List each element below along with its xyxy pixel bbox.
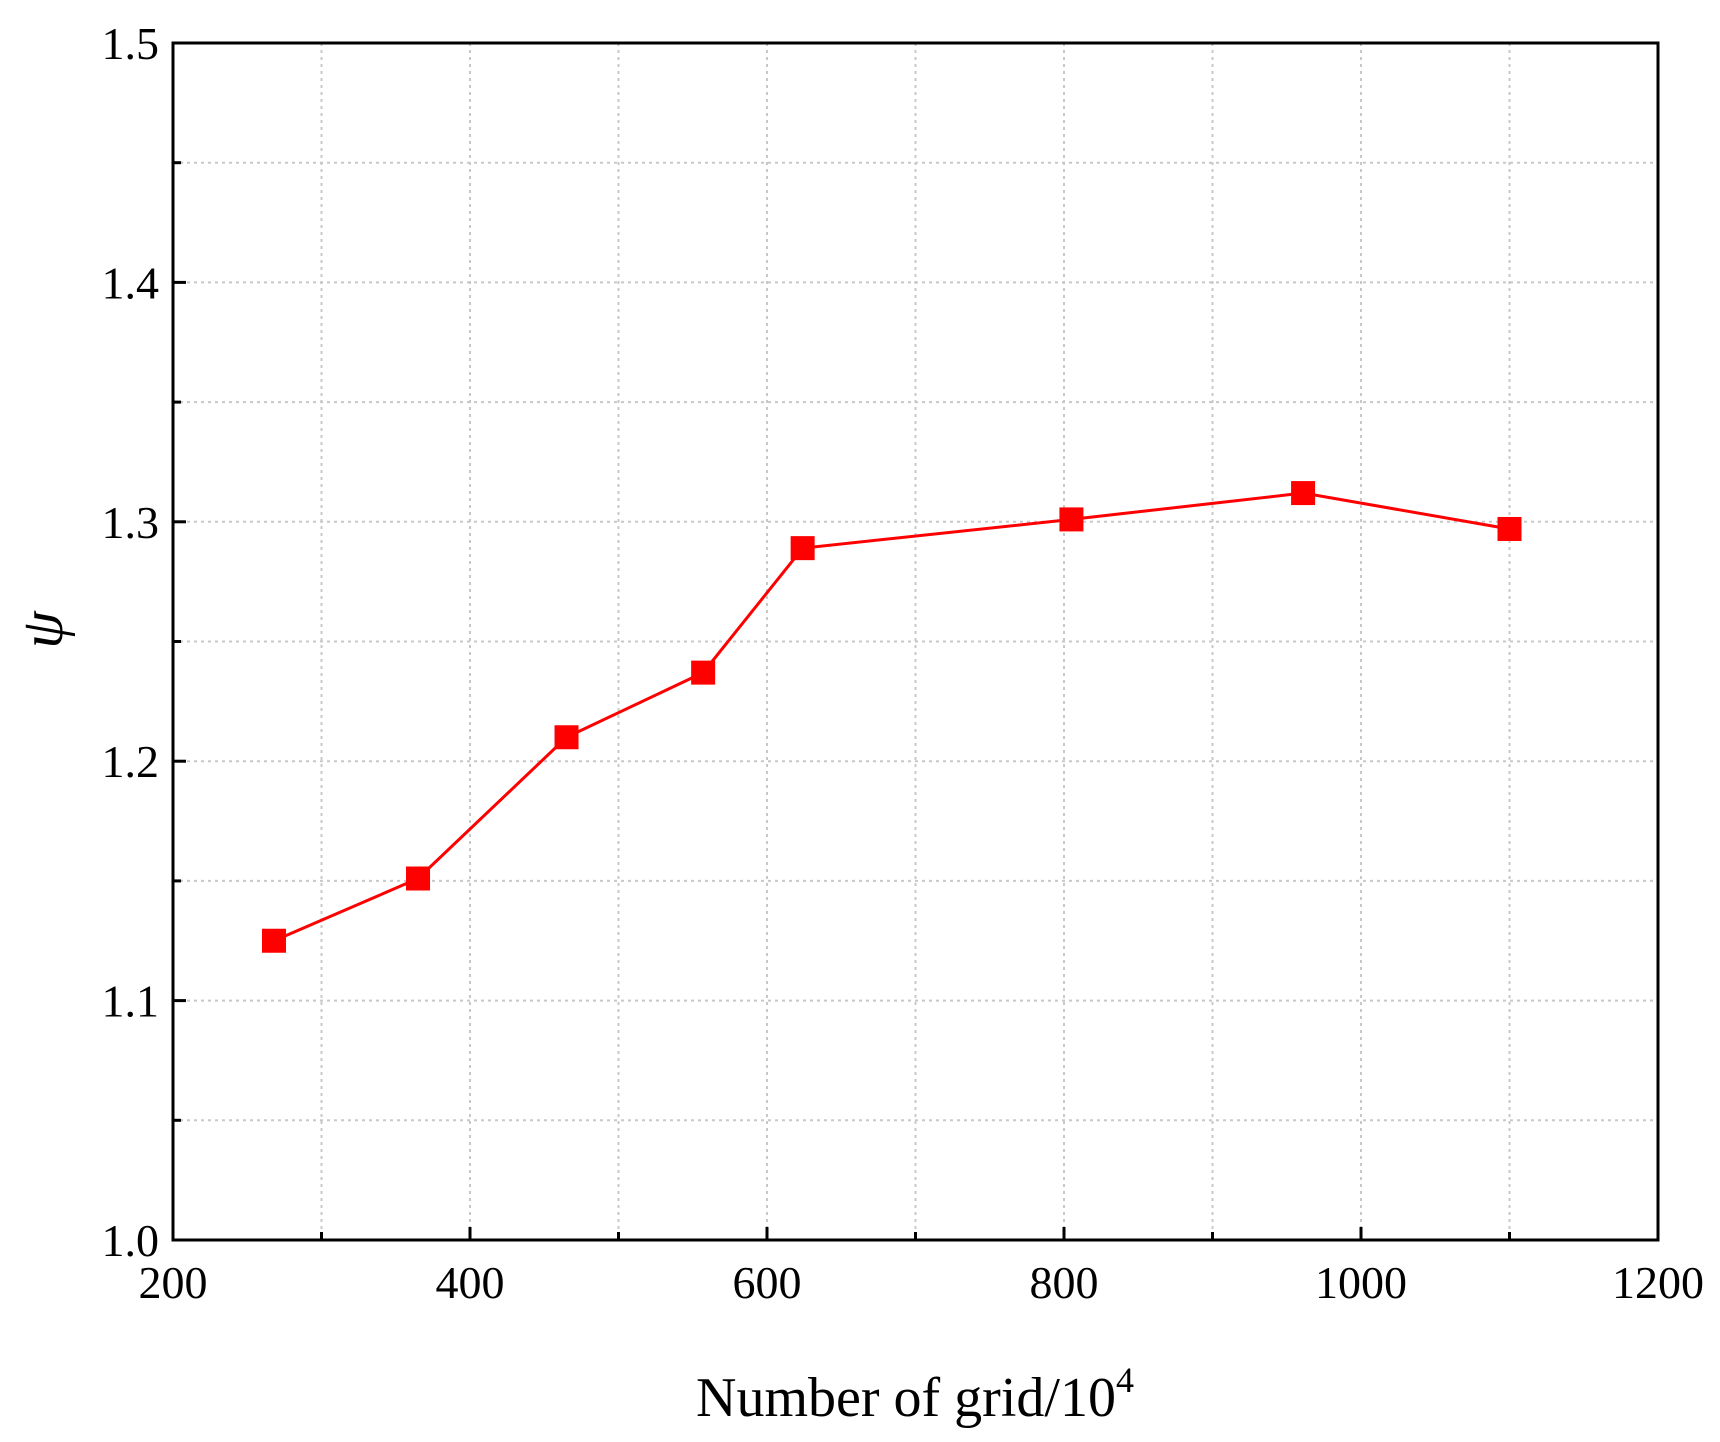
y-tick-label: 1.1 (102, 976, 160, 1027)
x-axis-title: Number of grid/104 (696, 1360, 1134, 1429)
x-tick-label: 800 (1030, 1257, 1099, 1308)
x-tick-label: 200 (139, 1257, 208, 1308)
x-tick-label: 1200 (1612, 1257, 1704, 1308)
x-tick-labels: 200 400 600 800 1000 1200 (139, 1257, 1705, 1308)
data-point-marker (1059, 507, 1084, 532)
x-axis-title-superscript: 4 (1116, 1360, 1134, 1400)
series-line (273, 491, 1510, 943)
y-tick-label: 1.4 (102, 257, 160, 308)
x-axis-title-text: Number of grid/10 (696, 1367, 1116, 1429)
data-point-marker (554, 725, 579, 750)
x-tick-label: 400 (436, 1257, 505, 1308)
y-tick-label: 1.2 (102, 736, 160, 787)
x-tick-label: 600 (733, 1257, 802, 1308)
y-axis-title: ψ (9, 610, 75, 649)
data-series (261, 481, 1522, 953)
axis-ticks (171, 41, 1660, 1242)
y-tick-label: 1.0 (102, 1215, 160, 1266)
data-point-marker (1497, 516, 1522, 541)
y-tick-label: 1.5 (102, 18, 160, 69)
data-point-marker (790, 536, 815, 561)
data-point-marker (1291, 481, 1316, 506)
grid-lines (173, 43, 1658, 1240)
data-point-marker (261, 928, 286, 953)
data-point-marker (691, 660, 716, 685)
x-tick-label: 1000 (1315, 1257, 1407, 1308)
data-point-marker (406, 866, 431, 891)
y-tick-label: 1.3 (102, 497, 160, 548)
y-tick-labels: 1.0 1.1 1.2 1.3 1.4 1.5 (102, 18, 160, 1266)
